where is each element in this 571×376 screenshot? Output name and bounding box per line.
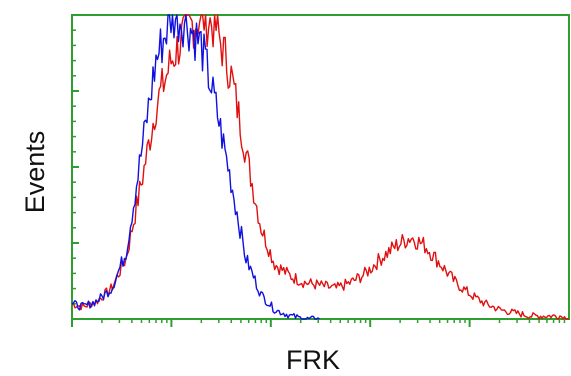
y-axis-ticks bbox=[72, 14, 79, 320]
x-axis-label: FRK bbox=[286, 345, 340, 375]
series-blue-line bbox=[71, 14, 320, 320]
x-axis-ticks bbox=[71, 319, 566, 327]
plot-frame bbox=[71, 14, 570, 320]
series-red-line bbox=[71, 14, 569, 320]
y-axis-label: Events bbox=[20, 131, 50, 214]
